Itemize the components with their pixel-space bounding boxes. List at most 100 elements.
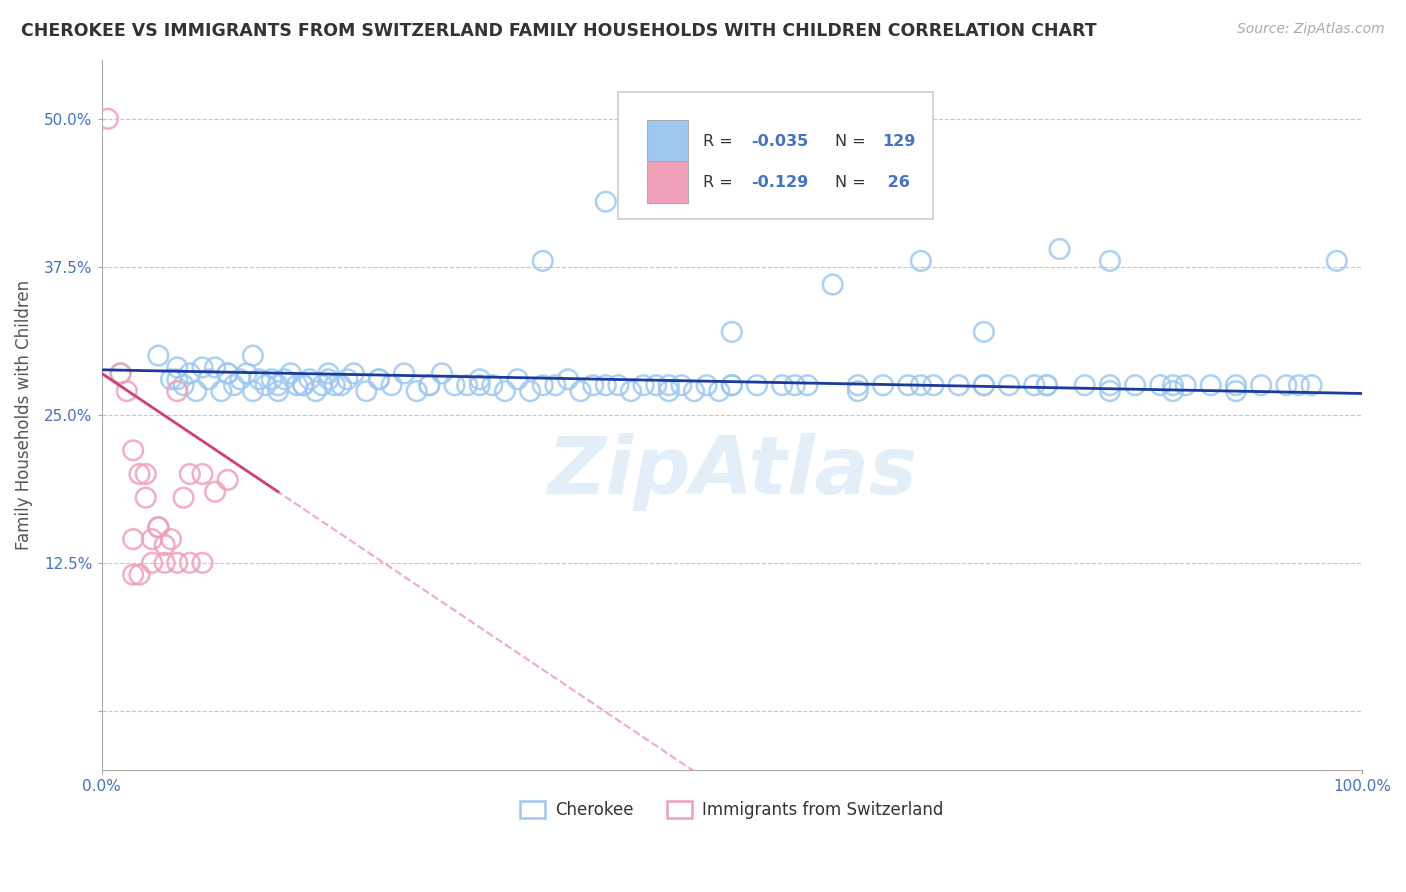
Point xyxy=(645,378,668,392)
Text: N =: N = xyxy=(835,134,872,148)
Point xyxy=(173,378,195,392)
Point xyxy=(620,384,643,398)
Point xyxy=(330,378,353,392)
Point xyxy=(222,378,245,392)
FancyBboxPatch shape xyxy=(647,161,688,203)
Point xyxy=(1073,378,1095,392)
Point xyxy=(557,372,579,386)
Point xyxy=(418,378,440,392)
Point xyxy=(323,378,346,392)
Point xyxy=(468,372,491,386)
Text: N =: N = xyxy=(835,175,872,190)
Point xyxy=(973,325,995,339)
Point xyxy=(292,378,315,392)
Point xyxy=(1098,384,1121,398)
Point xyxy=(1161,384,1184,398)
Point xyxy=(998,378,1021,392)
Point xyxy=(235,367,257,381)
Text: 26: 26 xyxy=(882,175,910,190)
Point xyxy=(311,378,333,392)
Point xyxy=(267,378,290,392)
Point xyxy=(683,384,706,398)
Point xyxy=(544,378,567,392)
Text: 129: 129 xyxy=(882,134,915,148)
Point xyxy=(531,378,554,392)
Point xyxy=(191,556,214,570)
Point xyxy=(1098,378,1121,392)
Point xyxy=(633,378,655,392)
Point xyxy=(166,360,188,375)
Point xyxy=(122,443,145,458)
Point xyxy=(745,378,768,392)
Point xyxy=(153,538,176,552)
Point xyxy=(1123,378,1146,392)
Point xyxy=(209,384,232,398)
Point xyxy=(166,372,188,386)
Point xyxy=(110,367,132,381)
Point xyxy=(247,372,270,386)
Point xyxy=(582,378,605,392)
Text: CHEROKEE VS IMMIGRANTS FROM SWITZERLAND FAMILY HOUSEHOLDS WITH CHILDREN CORRELAT: CHEROKEE VS IMMIGRANTS FROM SWITZERLAND … xyxy=(21,22,1097,40)
Y-axis label: Family Households with Children: Family Households with Children xyxy=(15,280,32,549)
Point xyxy=(506,372,529,386)
Point xyxy=(173,491,195,505)
Text: R =: R = xyxy=(703,134,738,148)
Point xyxy=(821,277,844,292)
Point xyxy=(418,378,440,392)
Point xyxy=(595,378,617,392)
Point xyxy=(709,384,731,398)
Point xyxy=(153,556,176,570)
Point xyxy=(141,532,163,546)
Point xyxy=(179,367,201,381)
Point xyxy=(770,378,793,392)
Text: -0.035: -0.035 xyxy=(751,134,808,148)
Point xyxy=(607,378,630,392)
Point xyxy=(1301,378,1323,392)
Point xyxy=(368,372,391,386)
Point xyxy=(141,556,163,570)
Point xyxy=(336,372,359,386)
Point xyxy=(128,467,150,481)
Point xyxy=(910,253,932,268)
Point xyxy=(720,378,742,392)
Point xyxy=(166,556,188,570)
Text: ZipAtlas: ZipAtlas xyxy=(547,433,917,510)
Text: -0.129: -0.129 xyxy=(751,175,808,190)
Point xyxy=(973,378,995,392)
Point xyxy=(456,378,478,392)
Point xyxy=(204,484,226,499)
Point xyxy=(821,123,844,137)
Point xyxy=(948,378,970,392)
Point xyxy=(229,372,252,386)
Point xyxy=(110,367,132,381)
Point xyxy=(1098,253,1121,268)
Point xyxy=(273,372,295,386)
Point xyxy=(191,467,214,481)
Point xyxy=(160,532,183,546)
Point xyxy=(872,378,894,392)
Point xyxy=(160,372,183,386)
Point xyxy=(1275,378,1298,392)
Point xyxy=(1161,378,1184,392)
Point xyxy=(910,378,932,392)
Point xyxy=(122,532,145,546)
Point xyxy=(720,325,742,339)
FancyBboxPatch shape xyxy=(619,92,934,219)
Point xyxy=(595,194,617,209)
Point xyxy=(318,367,340,381)
Point xyxy=(405,384,427,398)
Point xyxy=(1036,378,1059,392)
Point xyxy=(292,378,315,392)
Point xyxy=(846,384,869,398)
Point xyxy=(1199,378,1222,392)
Point xyxy=(1225,384,1247,398)
Point xyxy=(392,367,415,381)
Point xyxy=(242,349,264,363)
Point xyxy=(298,372,321,386)
Text: R =: R = xyxy=(703,175,738,190)
Point xyxy=(671,378,693,392)
Legend: Cherokee, Immigrants from Switzerland: Cherokee, Immigrants from Switzerland xyxy=(513,794,950,826)
Point xyxy=(191,360,214,375)
Point xyxy=(254,378,277,392)
Point xyxy=(531,253,554,268)
